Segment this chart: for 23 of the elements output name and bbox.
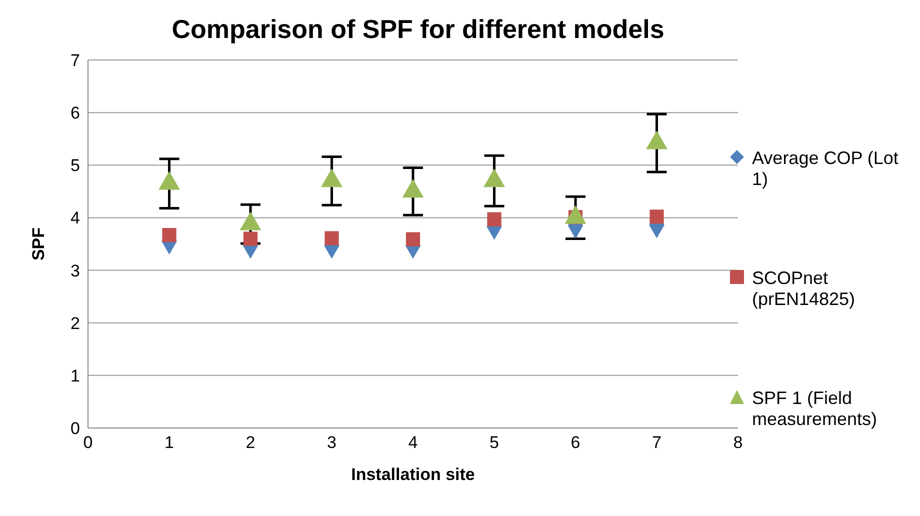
legend-label: SPF 1 (Field measurements) (752, 388, 878, 430)
x-tick-label: 6 (570, 433, 580, 452)
y-tick-label: 3 (70, 261, 80, 280)
x-axis-title: Installation site (351, 465, 475, 484)
y-tick-label: 1 (70, 366, 80, 386)
y-tick-label: 4 (70, 208, 80, 228)
legend-label: Average COP (Lot 1) (752, 148, 900, 190)
x-tick-label: 1 (164, 433, 174, 452)
chart-title: Comparison of SPF for different models (170, 14, 666, 45)
x-tick-label: 4 (408, 433, 418, 452)
x-tick-label: 5 (490, 433, 499, 452)
x-tick-label: 2 (246, 433, 256, 452)
y-tick-label: 6 (70, 104, 80, 123)
y-tick-label: 7 (70, 51, 80, 70)
y-tick-label: 2 (70, 314, 80, 333)
y-axis-title: SPF (29, 227, 48, 261)
x-tick-label: 7 (652, 433, 662, 452)
legend-label: SCOPnet (prEN14825) (752, 268, 856, 310)
y-tick-label: 5 (70, 156, 80, 176)
x-tick-label: 0 (83, 433, 93, 452)
y-tick-label: 0 (70, 419, 80, 438)
x-tick-label: 3 (327, 433, 336, 452)
x-tick-label: 8 (733, 433, 743, 452)
